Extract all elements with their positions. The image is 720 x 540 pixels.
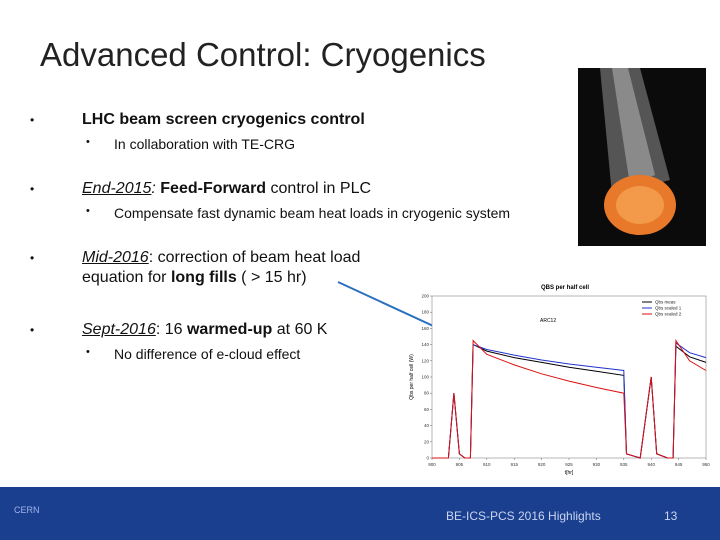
slide-title: Advanced Control: Cryogenics	[40, 36, 486, 73]
photo-disc-inner	[616, 186, 664, 224]
y-tick-label: 140	[421, 342, 429, 347]
text: control in PLC	[266, 180, 372, 197]
y-tick-label: 100	[421, 375, 429, 380]
plot-frame	[431, 295, 707, 459]
footer-text: BE-ICS-PCS 2016 Highlights	[446, 509, 601, 523]
y-tick-label: 180	[421, 310, 429, 315]
photo-tube-shine	[612, 68, 655, 185]
y-tick-label: 120	[421, 358, 429, 363]
y-axis-label: Qbs per half cell (W)	[409, 354, 415, 400]
bullet: Mid-2016: correction of beam heat load e…	[30, 248, 402, 288]
x-tick-label: 940	[647, 462, 655, 467]
text: : 16	[155, 321, 187, 338]
page-number: 13	[664, 509, 678, 523]
y-tick-label: 60	[424, 407, 430, 412]
bullet: LHC beam screen cryogenics control	[30, 110, 412, 130]
x-tick-label: 925	[565, 462, 573, 467]
y-tick-label: 200	[421, 294, 429, 299]
legend-label: Qbs scaled 2	[655, 312, 682, 317]
text: Mid-2016	[82, 249, 149, 266]
text: :	[151, 180, 161, 197]
legend-label: Qbs scaled 1	[655, 306, 682, 311]
text: warmed-up	[186, 321, 273, 338]
x-axis-label: t[hr]	[565, 470, 574, 476]
y-tick-label: 0	[426, 456, 429, 461]
sub-bullet: No difference of e-cloud effect	[86, 346, 300, 362]
y-tick-label: 20	[424, 439, 430, 444]
logo: CERN	[14, 505, 40, 515]
text: long fills	[170, 269, 237, 286]
x-tick-label: 930	[593, 462, 601, 467]
annotation: ARC12	[540, 318, 556, 324]
inset-chart: QBS per half cell ARC12 t[hr] Qbs per ha…	[409, 285, 710, 476]
x-tick-label: 920	[538, 462, 546, 467]
x-tick-label: 950	[702, 462, 710, 467]
y-tick-label: 160	[421, 326, 429, 331]
text: End-2015	[82, 180, 152, 197]
series-line	[432, 339, 707, 459]
bullet: End-2015: Feed-Forward control in PLC	[30, 179, 412, 199]
text: ( > 15 hr)	[236, 269, 307, 286]
text: : correction of beam heat load equation …	[82, 249, 361, 286]
text: Sept-2016	[82, 321, 156, 338]
x-tick-label: 935	[620, 462, 628, 467]
chart-title: QBS per half cell	[541, 285, 589, 291]
x-tick-label: 915	[510, 462, 518, 467]
text: Feed-Forward	[160, 180, 267, 197]
sub-bullet: Compensate fast dynamic beam heat loads …	[86, 205, 510, 221]
x-tick-label: 905	[456, 462, 464, 467]
x-tick-label: 900	[428, 462, 436, 467]
x-tick-label: 910	[483, 462, 491, 467]
y-tick-label: 80	[424, 391, 430, 396]
bullet: Sept-2016: 16 warmed-up at 60 K	[30, 320, 412, 340]
text: at 60 K	[272, 321, 328, 338]
y-tick-label: 40	[424, 423, 430, 428]
sub-bullet: In collaboration with TE-CRG	[86, 136, 295, 152]
footer-bar	[0, 487, 720, 540]
legend-label: Qbs meas	[655, 300, 676, 305]
text: LHC beam screen cryogenics control	[82, 111, 365, 128]
x-tick-label: 945	[675, 462, 683, 467]
